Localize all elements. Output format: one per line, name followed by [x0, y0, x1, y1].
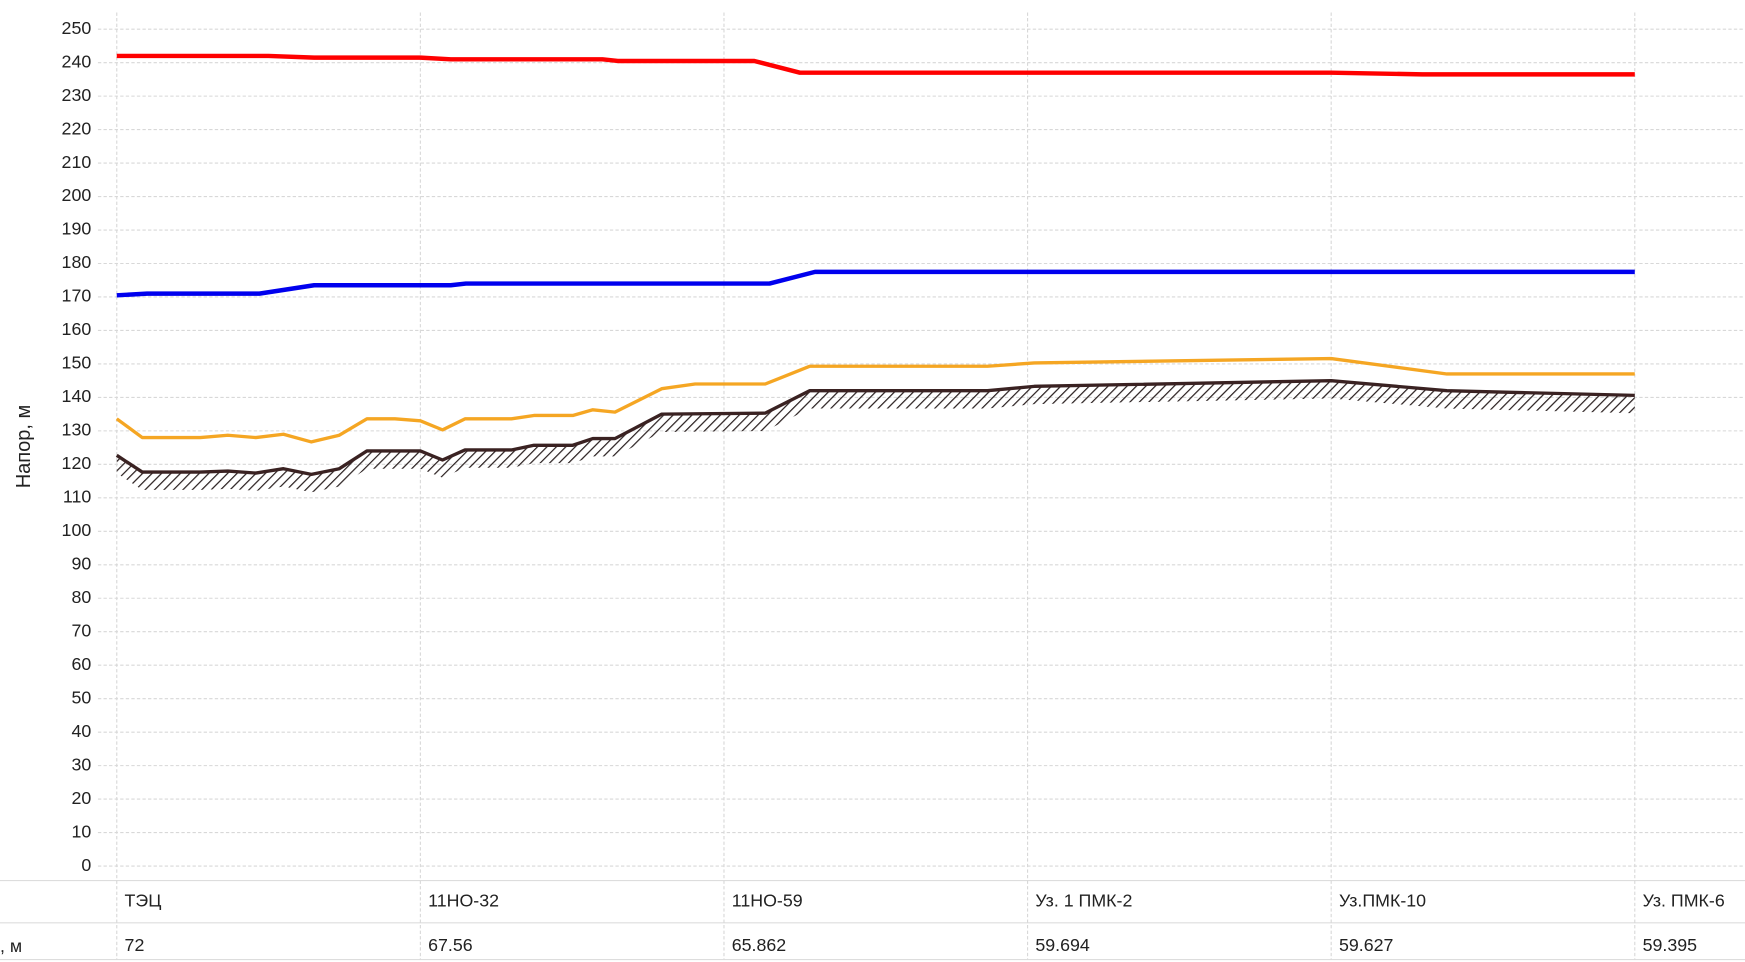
y-tick-label: 20 — [71, 788, 91, 808]
y-tick-label: 210 — [62, 152, 92, 172]
y-tick-label: 200 — [62, 185, 92, 205]
ground-hatch — [116, 380, 1635, 493]
node-value: 59.395 — [1643, 935, 1698, 955]
y-tick-label: 10 — [71, 821, 91, 841]
node-value: 65.862 — [732, 935, 786, 955]
node-name: Уз.ПМК-10 — [1339, 890, 1426, 910]
line — [116, 269, 1635, 298]
y-tick-label: 70 — [71, 620, 91, 640]
y-tick-label: 90 — [71, 553, 91, 573]
row-label: , м — [0, 936, 22, 956]
y-tick-label: 80 — [71, 587, 91, 607]
y-tick-label: 140 — [62, 386, 92, 406]
node-name: 11НО-32 — [428, 890, 499, 910]
line — [116, 53, 1635, 77]
node-value: 72 — [125, 935, 145, 955]
line — [115, 356, 1635, 444]
y-tick-label: 170 — [62, 286, 92, 306]
y-axis-label: Напор, м — [13, 405, 35, 489]
y-tick-label: 190 — [62, 219, 92, 239]
y-tick-label: 180 — [62, 252, 92, 272]
node-name: Уз. ПМК-6 — [1643, 890, 1725, 910]
y-tick-label: 60 — [71, 654, 91, 674]
line — [115, 378, 1635, 477]
y-tick-label: 40 — [71, 721, 91, 741]
y-tick-label: 240 — [62, 51, 92, 71]
node-value: 67.56 — [428, 935, 473, 955]
y-tick-label: 220 — [62, 118, 92, 138]
y-tick-label: 150 — [62, 353, 92, 373]
y-tick-label: 110 — [63, 487, 91, 507]
node-name: Уз. 1 ПМК-2 — [1035, 890, 1132, 910]
node-value: 59.627 — [1339, 935, 1393, 955]
node-value: 59.694 — [1035, 935, 1090, 955]
node-name: 11НО-59 — [732, 890, 803, 910]
y-tick-label: 30 — [71, 754, 91, 774]
y-tick-label: 100 — [62, 520, 92, 540]
y-tick-label: 230 — [62, 85, 92, 105]
node-name: ТЭЦ — [125, 890, 162, 910]
y-tick-label: 250 — [62, 18, 92, 38]
y-tick-label: 160 — [62, 319, 92, 339]
y-tick-label: 120 — [62, 453, 92, 473]
y-tick-label: 0 — [81, 855, 91, 875]
y-tick-label: 50 — [71, 687, 91, 707]
y-tick-label: 130 — [62, 420, 92, 440]
